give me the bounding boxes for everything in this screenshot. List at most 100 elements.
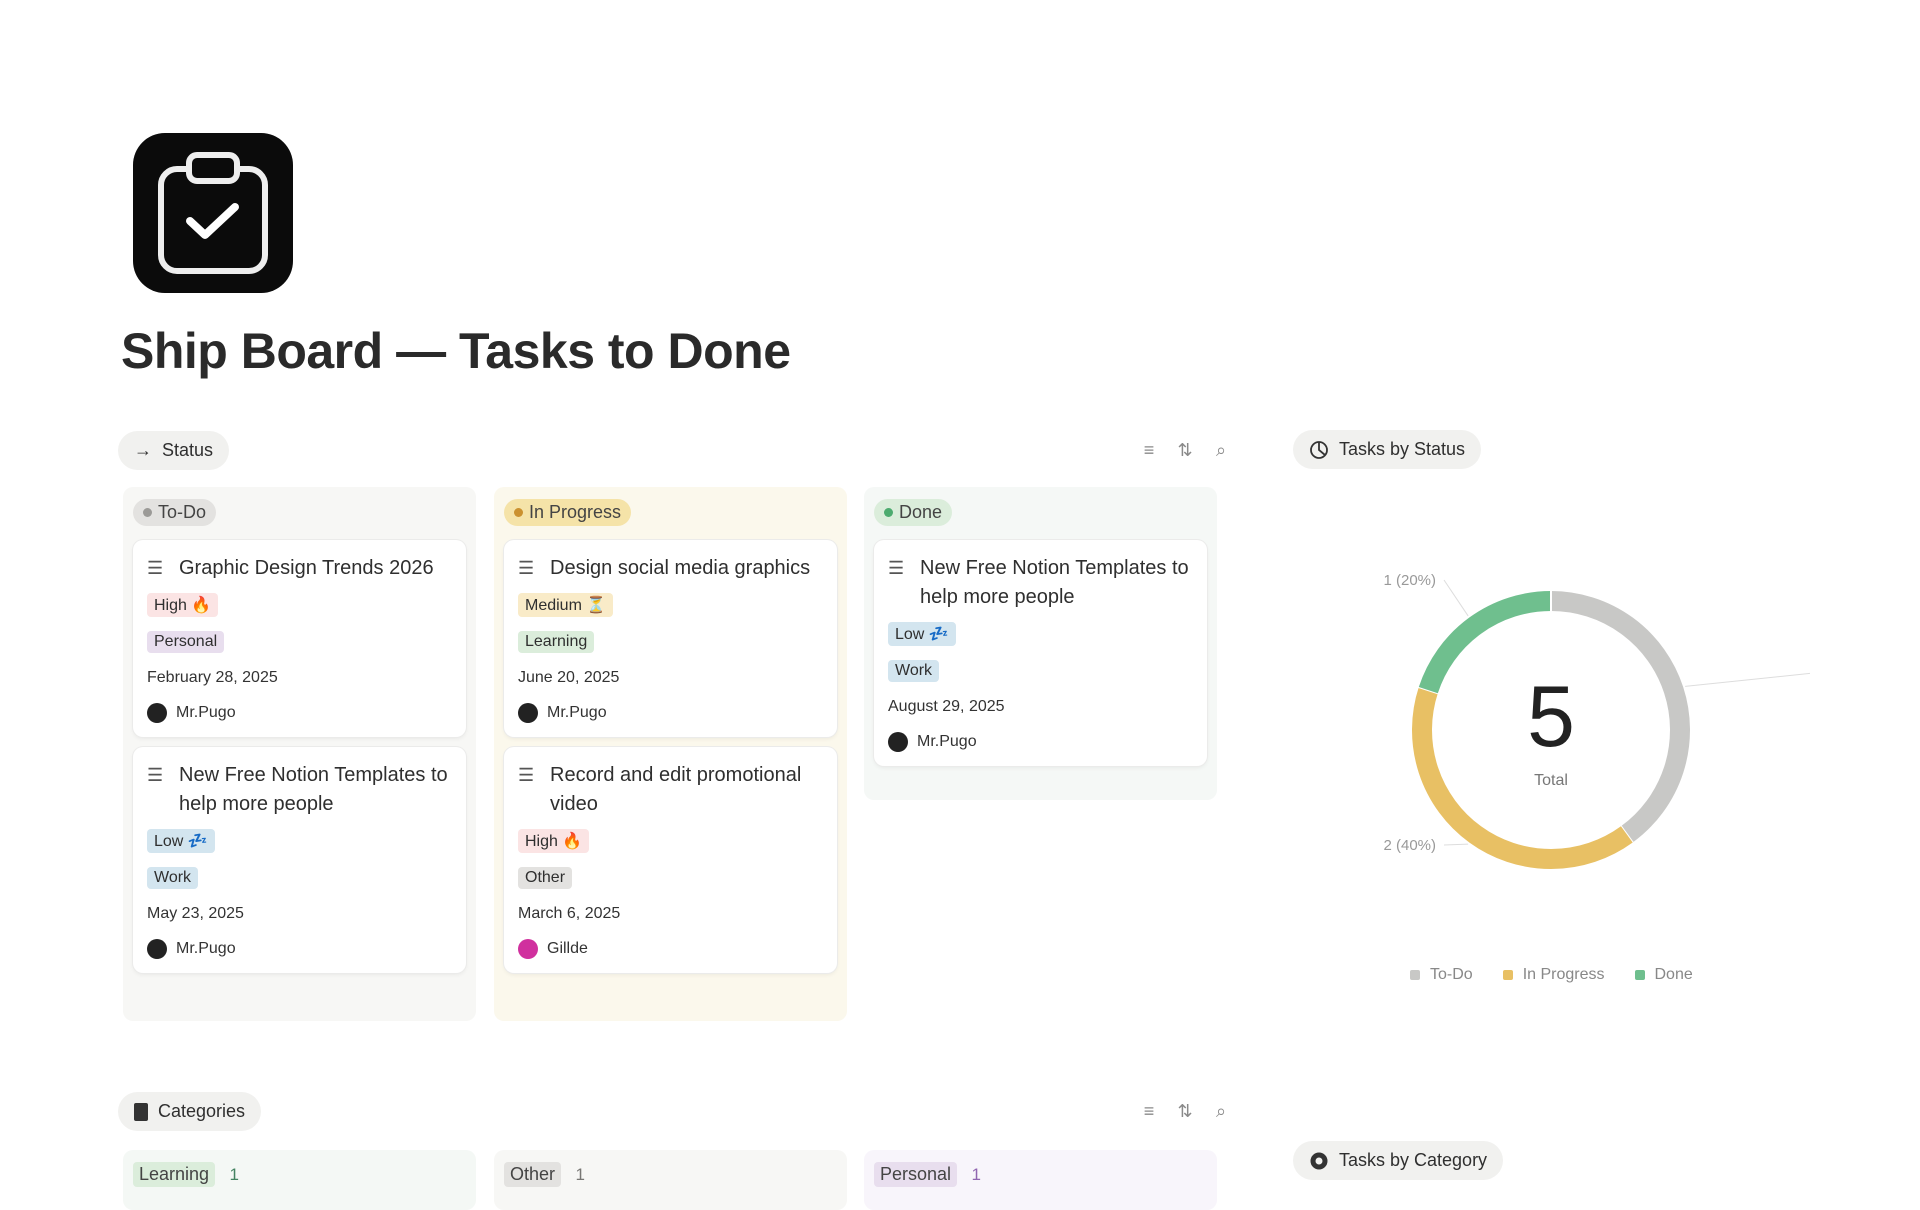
priority-tag: Low 💤 [888, 622, 956, 646]
pie-chart-icon [1310, 440, 1328, 459]
category-tag: Learning [518, 631, 595, 653]
status-donut-chart: 2 (40%)2 (40%)1 (20%) [1383, 572, 1810, 869]
checklist-icon: ☰ [147, 765, 164, 785]
status-toolbar: ≡ ⇅ ⌕ [1139, 440, 1231, 461]
categories-view-tab[interactable]: Categories [118, 1092, 262, 1131]
due-date: May 23, 2025 [147, 905, 244, 922]
category-column: Personal 1 [864, 1150, 1217, 1210]
category-title: Other [504, 1162, 562, 1187]
board-column-done: Done ☰ New Free Notion Templates to help … [864, 487, 1217, 800]
status-view-tab[interactable]: → Status [118, 431, 230, 470]
legend-label: Done [1654, 966, 1693, 983]
assignee-name: Mr.Pugo [176, 704, 236, 721]
categories-view-label: Categories [158, 1101, 246, 1121]
tasks-by-status-label: Tasks by Status [1339, 439, 1466, 459]
sort-icon[interactable]: ⇅ [1177, 1101, 1193, 1121]
avatar [518, 939, 538, 959]
checklist-icon: ☰ [518, 558, 535, 578]
avatar [147, 703, 167, 723]
due-date: February 28, 2025 [147, 669, 278, 686]
category-tag: Other [518, 867, 573, 889]
page-title: Ship Board — Tasks to Done [121, 323, 791, 379]
filter-icon[interactable]: ≡ [1143, 1101, 1155, 1121]
column-header: To-Do [133, 499, 217, 526]
checklist-icon: ☰ [888, 558, 905, 578]
leader-line [1443, 843, 1469, 846]
legend-swatch [1502, 970, 1513, 980]
category-count: 1 [229, 1165, 239, 1184]
due-date: August 29, 2025 [888, 698, 1005, 715]
task-title[interactable]: Design social media graphics [550, 557, 811, 579]
checklist-icon: ☰ [518, 765, 535, 785]
legend-label: In Progress [1522, 966, 1605, 983]
clipboard-check-icon [158, 152, 268, 274]
column-title: In Progress [529, 502, 622, 522]
avatar [888, 732, 908, 752]
task-card[interactable]: ☰ Record and edit promotional video High … [504, 747, 837, 973]
category-count: 1 [575, 1165, 585, 1184]
donut-slice-done[interactable] [1418, 591, 1552, 694]
category-tag: Personal [147, 631, 225, 653]
donut-chart-icon [1310, 1152, 1328, 1169]
column-title: Done [899, 502, 943, 522]
task-card[interactable]: ☰ New Free Notion Templates to help more … [133, 747, 466, 973]
legend-item: In Progress [1502, 966, 1605, 984]
column-header: In Progress [504, 499, 632, 526]
donut-total-label: Total [1534, 772, 1568, 789]
tasks-by-category-label: Tasks by Category [1339, 1150, 1488, 1170]
avatar [147, 939, 167, 959]
board-column-in-progress: In Progress ☰ Design social media graphic… [494, 487, 847, 1021]
status-dot-icon [143, 508, 152, 517]
category-count: 1 [971, 1165, 981, 1184]
tasks-by-status-tab[interactable]: Tasks by Status [1293, 430, 1482, 469]
due-date: June 20, 2025 [518, 669, 620, 686]
category-tag: Work [147, 867, 199, 889]
filter-icon[interactable]: ≡ [1143, 440, 1155, 460]
tasks-by-category-tab[interactable]: Tasks by Category [1293, 1141, 1504, 1180]
assignee-name: Gillde [547, 940, 588, 957]
legend-swatch [1410, 970, 1420, 980]
search-icon[interactable]: ⌕ [1215, 440, 1227, 460]
sort-icon[interactable]: ⇅ [1177, 440, 1193, 460]
assignee-name: Mr.Pugo [176, 940, 236, 957]
slice-label: 2 (40%) [1383, 837, 1436, 854]
chart-legend: To-Do In Progress Done [1410, 966, 1693, 984]
assignee-name: Mr.Pugo [917, 733, 977, 750]
donut-slice-in-progress[interactable] [1412, 687, 1633, 869]
legend-label: To-Do [1430, 966, 1473, 983]
assignee-name: Mr.Pugo [547, 704, 607, 721]
task-card[interactable]: ☰ New Free Notion Templates to help more … [874, 540, 1207, 766]
priority-tag: Low 💤 [147, 829, 215, 853]
status-view-label: Status [162, 440, 214, 460]
priority-tag: Medium ⏳ [518, 593, 614, 617]
task-title[interactable]: Graphic Design Trends 2026 [179, 557, 434, 579]
legend-swatch [1634, 970, 1645, 980]
donut-slice-to-do[interactable] [1550, 591, 1690, 843]
column-header: Done [874, 499, 953, 526]
leader-line [1443, 579, 1469, 617]
arrow-right-icon: → [134, 440, 152, 460]
category-title: Learning [133, 1162, 216, 1187]
board-column-to-do: To-Do ☰ Graphic Design Trends 2026 High 🔥… [123, 487, 476, 1021]
leader-line [1685, 672, 1810, 687]
donut-total-value: 5 [1527, 669, 1575, 765]
page-icon [133, 133, 293, 293]
categories-toolbar: ≡ ⇅ ⌕ [1139, 1101, 1231, 1122]
category-column: Other 1 [494, 1150, 847, 1210]
task-title[interactable]: New Free Notion Templates to help more p… [920, 557, 1189, 608]
status-dot-icon [884, 508, 893, 517]
legend-item: To-Do [1410, 966, 1473, 984]
status-dot-icon [514, 508, 523, 517]
task-card[interactable]: ☰ Graphic Design Trends 2026 High 🔥 Perso… [133, 540, 466, 737]
avatar [518, 703, 538, 723]
search-icon[interactable]: ⌕ [1215, 1101, 1227, 1121]
priority-tag: High 🔥 [518, 829, 590, 853]
category-tag: Work [888, 660, 940, 682]
legend-item: Done [1634, 966, 1693, 984]
task-card[interactable]: ☰ Design social media graphics Medium ⏳ L… [504, 540, 837, 737]
slice-label: 1 (20%) [1383, 572, 1436, 589]
task-title[interactable]: New Free Notion Templates to help more p… [179, 764, 448, 815]
task-title[interactable]: Record and edit promotional video [550, 764, 802, 815]
column-title: To-Do [158, 502, 207, 522]
checklist-icon: ☰ [147, 558, 164, 578]
